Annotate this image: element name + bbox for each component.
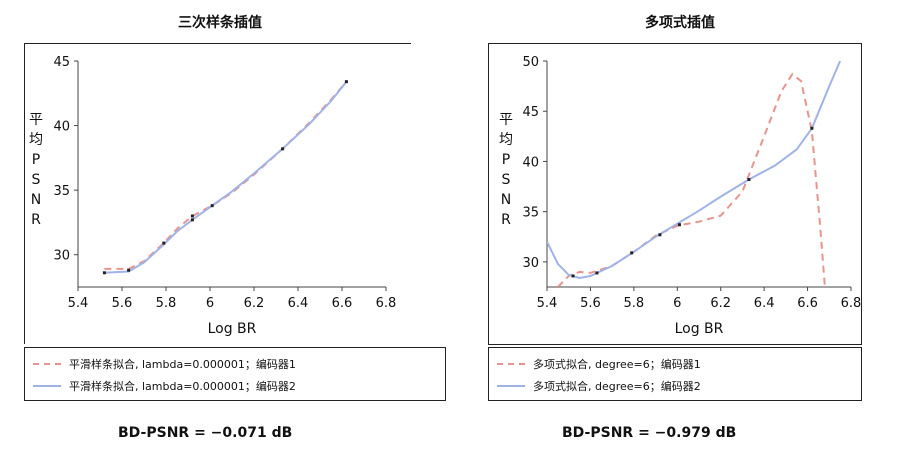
y-axis-label-char: S: [32, 172, 41, 188]
y-axis-label-char: N: [31, 192, 41, 208]
legend-label: 多项式拟合, degree=6；编码器2: [533, 380, 701, 393]
legend-swatch-dashed: [33, 363, 61, 365]
y-axis-label-char: S: [502, 172, 511, 188]
x-tick-label: 5.4: [537, 296, 558, 311]
bd-psnr-polynomial: BD-PSNR = −0.979 dB: [562, 425, 737, 441]
data-point: [190, 218, 194, 222]
data-point: [344, 80, 348, 84]
legend-label: 多项式拟合, degree=6；编码器1: [533, 358, 701, 371]
y-axis-label-char: 均: [29, 132, 43, 148]
x-tick-label: 6: [206, 296, 214, 311]
y-tick-label: 40: [53, 120, 70, 135]
data-point: [810, 126, 814, 130]
chart-title-spline: 三次样条插值: [178, 15, 262, 31]
data-point: [571, 274, 575, 278]
data-point: [630, 251, 634, 255]
x-tick-label: 6.2: [710, 296, 731, 311]
data-point: [127, 268, 131, 272]
y-axis-label-char: P: [502, 152, 510, 168]
y-tick-label: 45: [522, 105, 539, 120]
legend-swatch-solid: [33, 385, 61, 387]
data-point: [677, 223, 681, 227]
data-point: [281, 147, 285, 151]
chart-spline: 5.4 5.6 5.8 6 6.2 6.4 6.6 6.8 30 35 40 45 Log BR 平均PS…: [29, 55, 397, 337]
y-tick-label: 30: [522, 256, 539, 271]
y-axis-label-char: 平: [499, 112, 513, 128]
x-axis-label: Log BR: [208, 321, 257, 337]
data-point: [210, 204, 214, 208]
x-tick-label: 6.2: [244, 296, 265, 311]
x-tick-label: 6.4: [754, 296, 775, 311]
chart-polynomial: 5.4 5.6 5.8 6 6.2 6.4 6.6 6.8 30 35 40 45 50 Log BR 平均…: [499, 55, 862, 337]
data-point: [747, 178, 751, 182]
legend-label: 平滑样条拟合, lambda=0.000001；编码器2: [69, 380, 296, 393]
legend-item-encoder2: 平滑样条拟合, lambda=0.000001；编码器2: [33, 378, 296, 394]
bd-psnr-spline: BD-PSNR = −0.071 dB: [118, 425, 293, 441]
y-tick-label: 45: [53, 55, 70, 70]
series-line-2: [547, 61, 842, 280]
chart-frame-polynomial: [488, 43, 862, 345]
y-axis-label-char: 平: [29, 112, 43, 128]
legend-item-encoder2: 多项式拟合, degree=6；编码器2: [497, 378, 701, 394]
legend-item-encoder1: 多项式拟合, degree=6；编码器1: [497, 356, 701, 372]
data-point: [102, 271, 106, 275]
data-point: [162, 241, 166, 245]
legend-polynomial: 多项式拟合, degree=6；编码器1 多项式拟合, degree=6；编码器…: [488, 347, 862, 401]
x-tick-label: 6.8: [841, 296, 862, 311]
x-tick-label: 5.8: [156, 296, 177, 311]
legend-label: 平滑样条拟合, lambda=0.000001；编码器1: [69, 358, 296, 371]
x-tick-label: 5.6: [580, 296, 601, 311]
x-tick-label: 5.4: [68, 296, 89, 311]
y-tick-label: 40: [522, 155, 539, 170]
x-axis-label: Log BR: [675, 321, 724, 337]
x-tick-label: 5.8: [624, 296, 645, 311]
legend-spline: 平滑样条拟合, lambda=0.000001；编码器1 平滑样条拟合, lam…: [24, 347, 446, 401]
x-tick-label: 6.8: [376, 296, 397, 311]
y-axis-label-char: N: [501, 192, 511, 208]
legend-item-encoder1: 平滑样条拟合, lambda=0.000001；编码器1: [33, 356, 296, 372]
data-point: [658, 233, 662, 237]
data-point: [595, 271, 599, 275]
chart-frame-spline: [24, 43, 411, 344]
data-point: [190, 214, 194, 218]
chart-title-polynomial: 多项式插值: [645, 15, 715, 31]
y-axis-label-char: R: [501, 212, 511, 228]
legend-swatch-dashed: [497, 363, 525, 365]
x-tick-label: 6.6: [797, 296, 818, 311]
y-axis-label-char: P: [32, 152, 40, 168]
y-axis-label-char: 均: [499, 132, 513, 148]
x-tick-label: 6.4: [288, 296, 309, 311]
x-tick-label: 6: [673, 296, 681, 311]
y-tick-label: 35: [53, 184, 70, 199]
legend-swatch-solid: [497, 385, 525, 387]
y-axis-label-char: R: [31, 212, 41, 228]
y-tick-label: 30: [53, 249, 70, 264]
y-tick-label: 50: [522, 55, 539, 70]
x-tick-label: 5.6: [112, 296, 133, 311]
y-tick-label: 35: [522, 206, 539, 221]
series-line-1: [557, 72, 826, 287]
x-tick-label: 6.6: [332, 296, 353, 311]
